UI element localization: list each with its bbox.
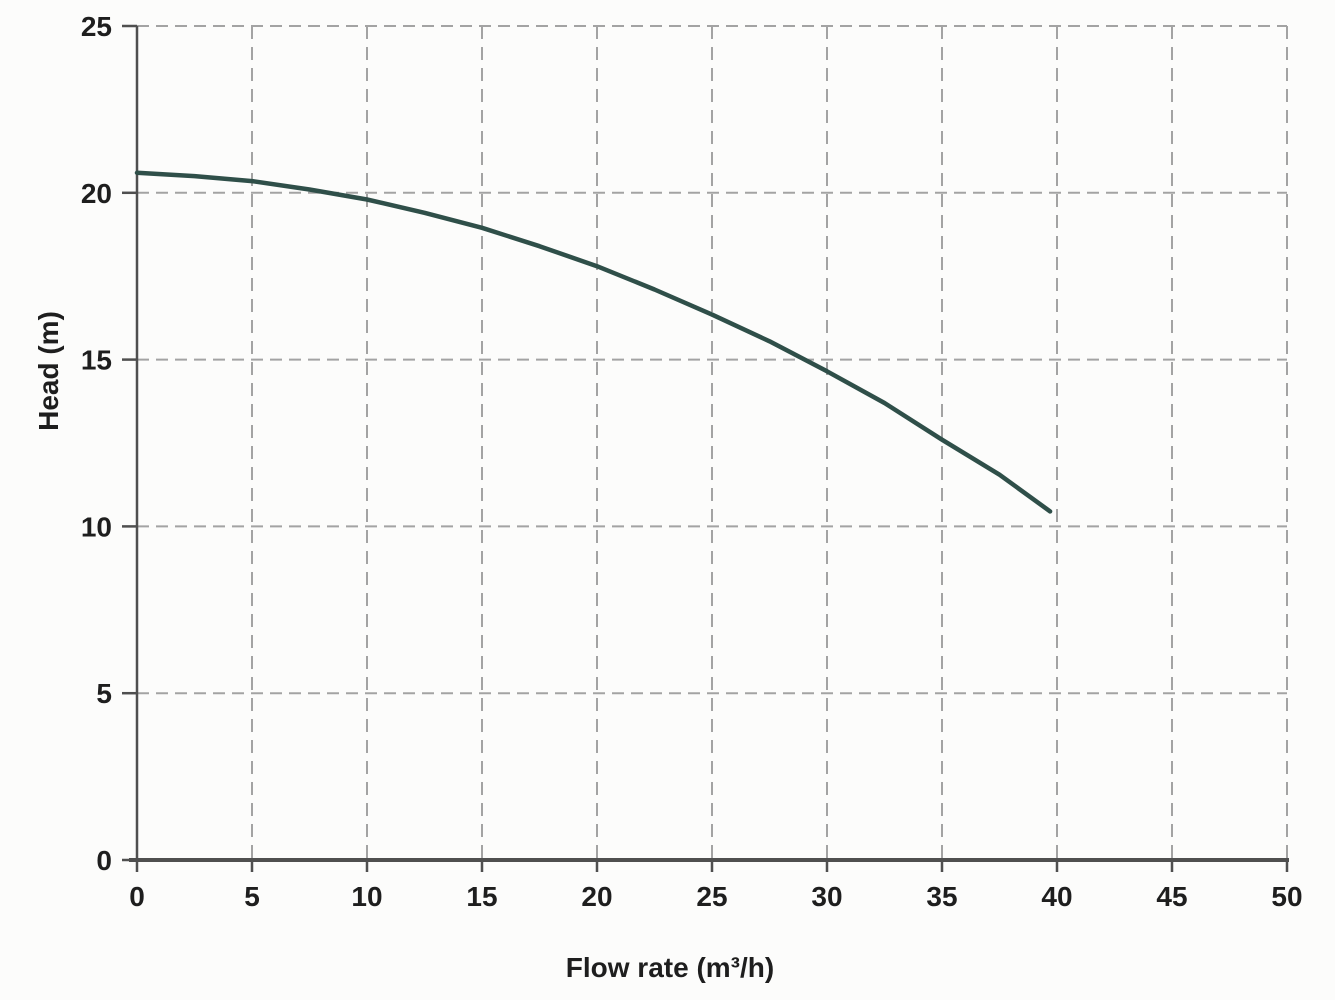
pump-head-curve [134,170,1053,514]
series-layer [134,170,1053,514]
x-tick-label: 50 [1271,881,1302,912]
x-tick-label: 20 [581,881,612,912]
x-tick-label: 35 [926,881,957,912]
x-axis-title: Flow rate (m³/h) [566,952,774,983]
y-tick-label: 25 [81,11,112,42]
ticks-layer [122,24,1289,872]
x-tick-label: 45 [1156,881,1187,912]
x-tick-label: 15 [466,881,497,912]
x-tick-label: 10 [351,881,382,912]
y-tick-label: 10 [81,511,112,542]
axes-layer [129,26,1289,862]
x-tick-label: 25 [696,881,727,912]
x-tick-label: 40 [1041,881,1072,912]
tick-labels-layer: 0 5 10 15 20 25 30 35 40 45 50 0 5 10 15 20 25 [81,11,1303,912]
y-tick-label: 5 [96,678,112,709]
y-tick-label: 0 [96,845,112,876]
grid-layer [137,25,1288,860]
x-tick-label: 0 [129,881,145,912]
y-tick-label: 20 [81,178,112,209]
x-tick-label: 5 [244,881,260,912]
x-tick-label: 30 [811,881,842,912]
y-axis-title: Head (m) [33,311,64,431]
y-tick-label: 15 [81,345,112,376]
